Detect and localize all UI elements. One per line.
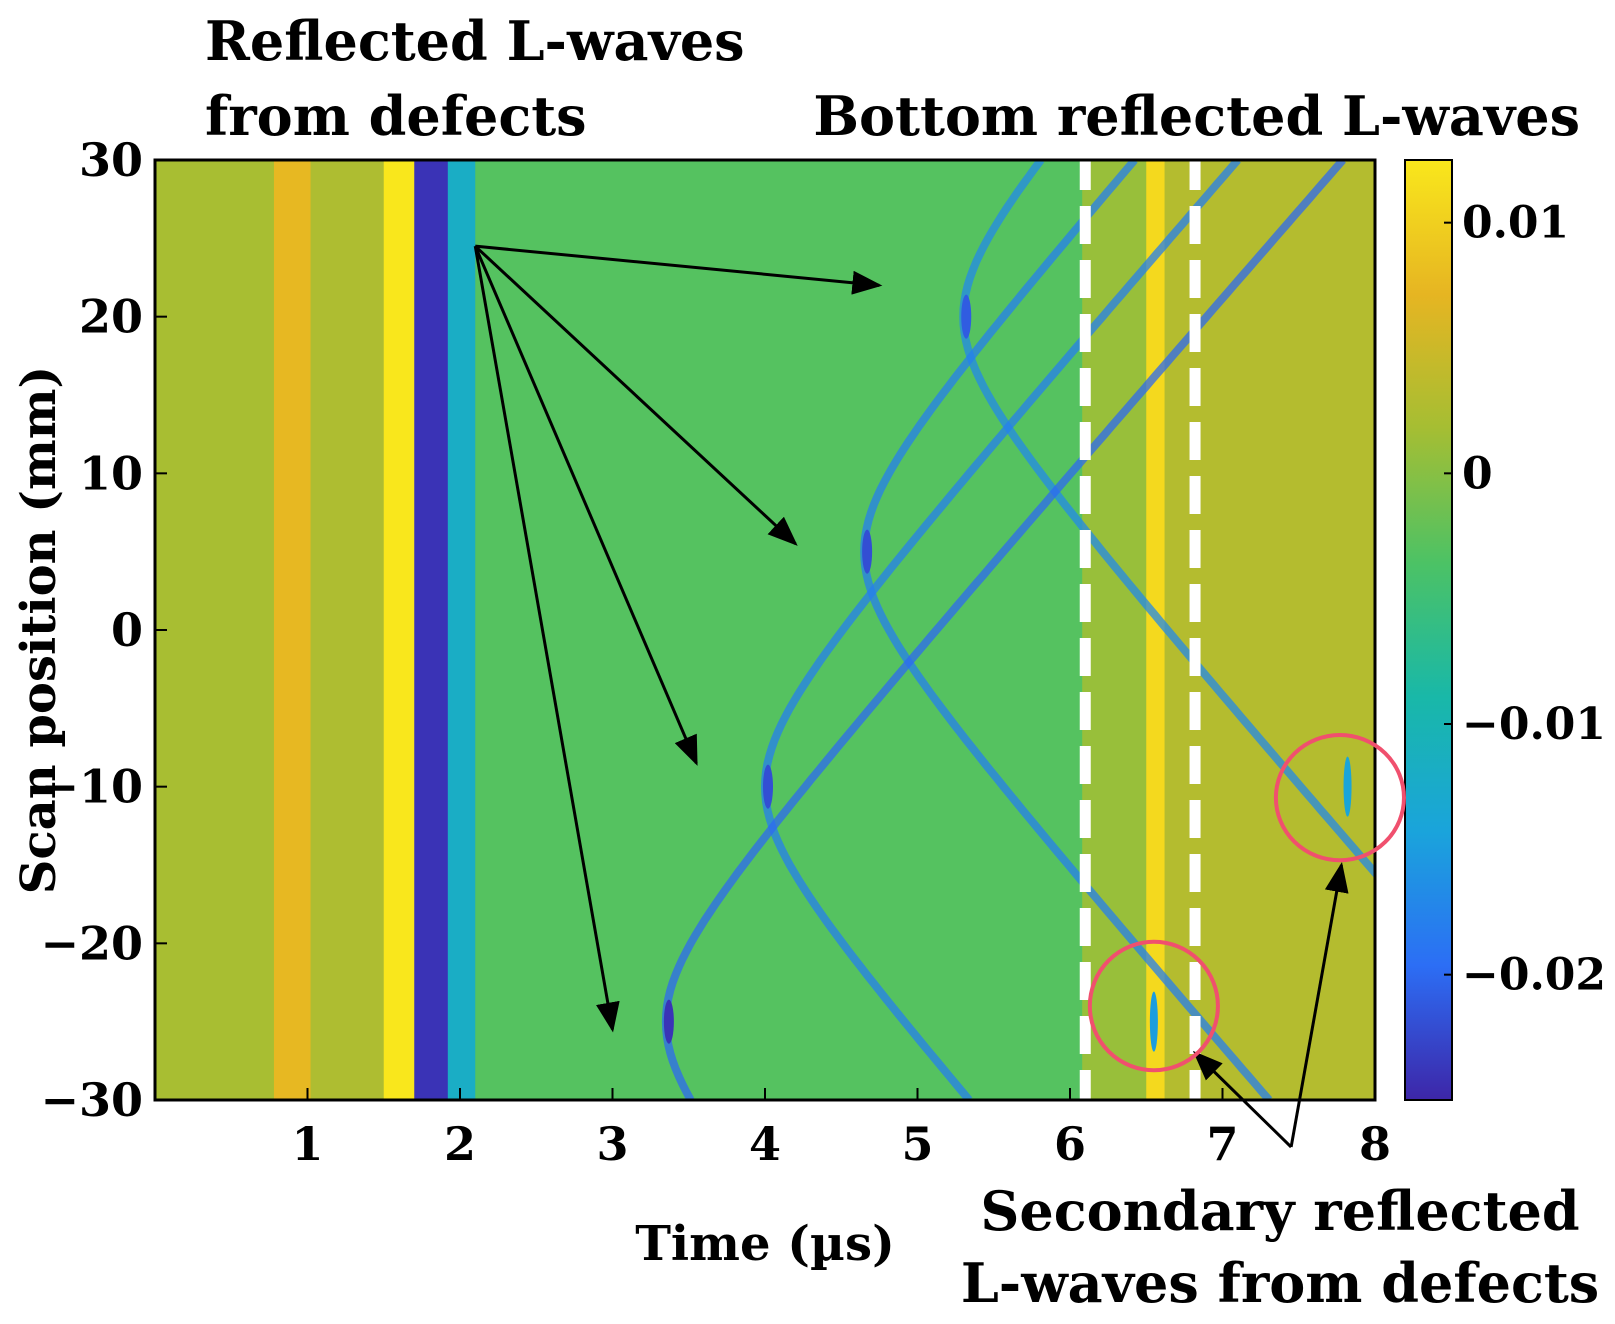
x-axis: 1 2 3 4 5 6 7 8	[291, 1088, 1391, 1171]
x-tick-label: 3	[596, 1117, 628, 1171]
x-tick-label: 8	[1359, 1117, 1391, 1171]
plot-area: 1 2 3 4 5 6 7 8 30 20 10 0 −10 −20 −30	[40, 133, 1391, 1171]
x-tick-label: 7	[1206, 1117, 1238, 1171]
secondary-arrow	[1289, 862, 1349, 1148]
signal-band	[310, 160, 385, 1100]
x-tick-label: 1	[291, 1117, 323, 1171]
x-tick-label: 6	[1054, 1117, 1086, 1171]
defect-echo	[760, 160, 1241, 1100]
colorbar-tick-label: 0	[1462, 448, 1493, 499]
colorbar: 0.01 0 −0.01 −0.02	[1404, 159, 1606, 1101]
annotation-bottom-reflected: Bottom reflected L-waves	[813, 84, 1580, 148]
y-axis-title: Scan position (mm)	[11, 366, 67, 894]
defect-echo-apex	[763, 764, 773, 809]
bottom-window-lines	[1079, 152, 1201, 1100]
defect-arrow	[474, 245, 798, 546]
y-tick-label: 20	[79, 290, 143, 344]
y-tick-label: 0	[111, 603, 143, 657]
defect-echo-apex	[663, 999, 674, 1044]
x-tick-label: 5	[901, 1117, 933, 1171]
signal-band	[273, 160, 312, 1100]
defect-echo-apex	[961, 294, 972, 339]
signal-band	[155, 160, 275, 1100]
y-tick-label: 10	[79, 446, 143, 500]
signal-band	[1146, 160, 1166, 1100]
colorbar-tick-label: 0.01	[1462, 198, 1569, 249]
y-tick-label: −20	[40, 916, 143, 970]
defect-echo-apex	[862, 529, 873, 574]
signal-band	[475, 160, 1083, 1100]
secondary-arrow	[1192, 1050, 1293, 1149]
colorbar-tick-label: −0.02	[1462, 950, 1606, 1001]
signal-band	[383, 160, 415, 1100]
highlight-circle	[1087, 939, 1220, 1073]
colorbar-tick-label: −0.01	[1462, 699, 1606, 750]
annotation-reflected-line2: from defects	[205, 84, 587, 148]
secondary-echo	[1149, 991, 1158, 1052]
colorbar-ticks: 0.01 0 −0.01 −0.02	[1444, 198, 1606, 1001]
highlight-circle	[1273, 732, 1406, 863]
y-axis: 30 20 10 0 −10 −20 −30	[40, 133, 167, 1127]
colorbar-gradient	[1404, 159, 1453, 1101]
defect-arrow	[475, 244, 883, 295]
circle-group	[1087, 732, 1406, 1073]
defect-arrow	[473, 245, 620, 1033]
arrow-group	[473, 244, 1349, 1149]
y-tick-label: 30	[79, 133, 143, 187]
annotation-secondary-line1: Secondary reflected	[980, 1179, 1579, 1243]
defect-arrow	[473, 245, 698, 766]
signal-band	[414, 160, 449, 1100]
annotation-secondary-line2: L-waves from defects	[961, 1251, 1599, 1315]
x-tick-label: 4	[749, 1117, 781, 1171]
band-layer	[155, 160, 1375, 1100]
defect-echo	[661, 160, 1346, 1100]
secondary-echo	[1343, 756, 1352, 817]
signal-band	[447, 160, 476, 1100]
y-tick-label: −10	[40, 760, 143, 814]
annotation-layer	[473, 244, 1406, 1149]
annotation-reflected-line1: Reflected L-waves	[205, 9, 745, 73]
x-axis-title: Time (µs)	[635, 1216, 895, 1272]
x-tick-label: 2	[444, 1117, 476, 1171]
y-tick-label: −30	[40, 1073, 143, 1127]
